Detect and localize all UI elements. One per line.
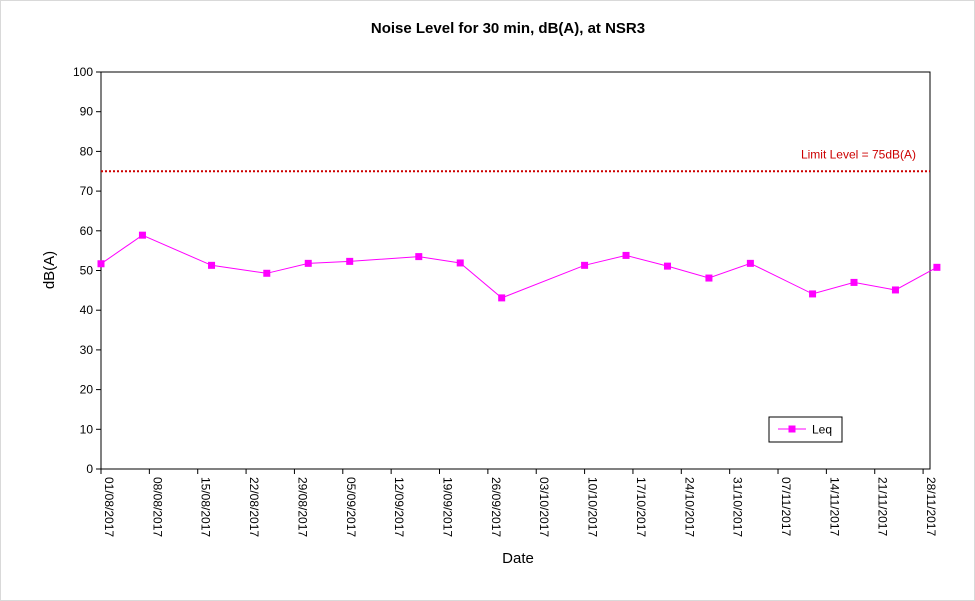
x-tick-label: 03/10/2017 [537, 477, 551, 537]
y-tick-label: 20 [80, 383, 94, 397]
y-tick-label: 100 [73, 65, 93, 79]
x-tick-label: 12/09/2017 [392, 477, 406, 537]
data-point [456, 259, 464, 267]
y-tick-label: 90 [80, 105, 94, 119]
x-tick-label: 10/10/2017 [586, 477, 600, 537]
y-tick-label: 50 [80, 264, 94, 278]
x-tick-label: 01/08/2017 [102, 477, 116, 537]
data-point [263, 269, 271, 277]
data-point [498, 294, 506, 302]
data-point [304, 259, 312, 267]
y-axis-ticks: 0 10 20 30 40 50 60 70 80 90 100 [73, 65, 101, 476]
data-point [415, 253, 423, 261]
x-tick-label: 15/08/2017 [199, 477, 213, 537]
legend-marker [788, 425, 796, 433]
data-point [581, 261, 589, 269]
data-point [208, 261, 216, 269]
legend: Leq [768, 416, 843, 443]
data-point [891, 286, 899, 294]
data-point [850, 278, 858, 286]
x-tick-label: 05/09/2017 [344, 477, 358, 537]
chart-title: Noise Level for 30 min, dB(A), at NSR3 [371, 20, 645, 37]
y-tick-label: 0 [86, 462, 93, 476]
series-points-leq [97, 231, 941, 302]
y-tick-label: 30 [80, 343, 94, 357]
y-tick-label: 40 [80, 303, 94, 317]
series-line-leq [100, 234, 938, 299]
y-tick-label: 10 [80, 422, 94, 436]
legend-label-leq: Leq [812, 423, 832, 437]
x-tick-label: 28/11/2017 [924, 477, 938, 536]
x-tick-label: 07/11/2017 [779, 477, 793, 536]
data-point [138, 231, 146, 239]
data-point [97, 260, 105, 268]
x-tick-label: 19/09/2017 [441, 477, 455, 537]
data-point [622, 251, 630, 259]
data-point [809, 290, 817, 298]
x-tick-label: 24/10/2017 [682, 477, 696, 537]
x-tick-label: 29/08/2017 [295, 477, 309, 537]
y-tick-label: 70 [80, 184, 94, 198]
x-axis-label: Date [502, 550, 534, 567]
x-tick-label: 26/09/2017 [489, 477, 503, 537]
y-axis-label: dB(A) [41, 251, 58, 289]
y-tick-label: 60 [80, 224, 94, 238]
y-tick-label: 80 [80, 144, 94, 158]
x-tick-label: 22/08/2017 [247, 477, 261, 537]
data-point [705, 274, 713, 282]
x-tick-label: 31/10/2017 [731, 477, 745, 537]
x-tick-label: 21/11/2017 [876, 477, 890, 536]
x-tick-label: 17/10/2017 [634, 477, 648, 537]
x-tick-label: 08/08/2017 [150, 477, 164, 537]
x-axis-ticks: 01/08/2017 08/08/2017 15/08/2017 22/08/2017… [100, 469, 938, 537]
limit-label: Limit Level = 75dB(A) [801, 147, 916, 161]
data-point [933, 263, 941, 271]
x-tick-label: 14/11/2017 [827, 477, 841, 536]
data-point [346, 257, 354, 265]
data-point [663, 262, 671, 270]
data-point [746, 259, 754, 267]
